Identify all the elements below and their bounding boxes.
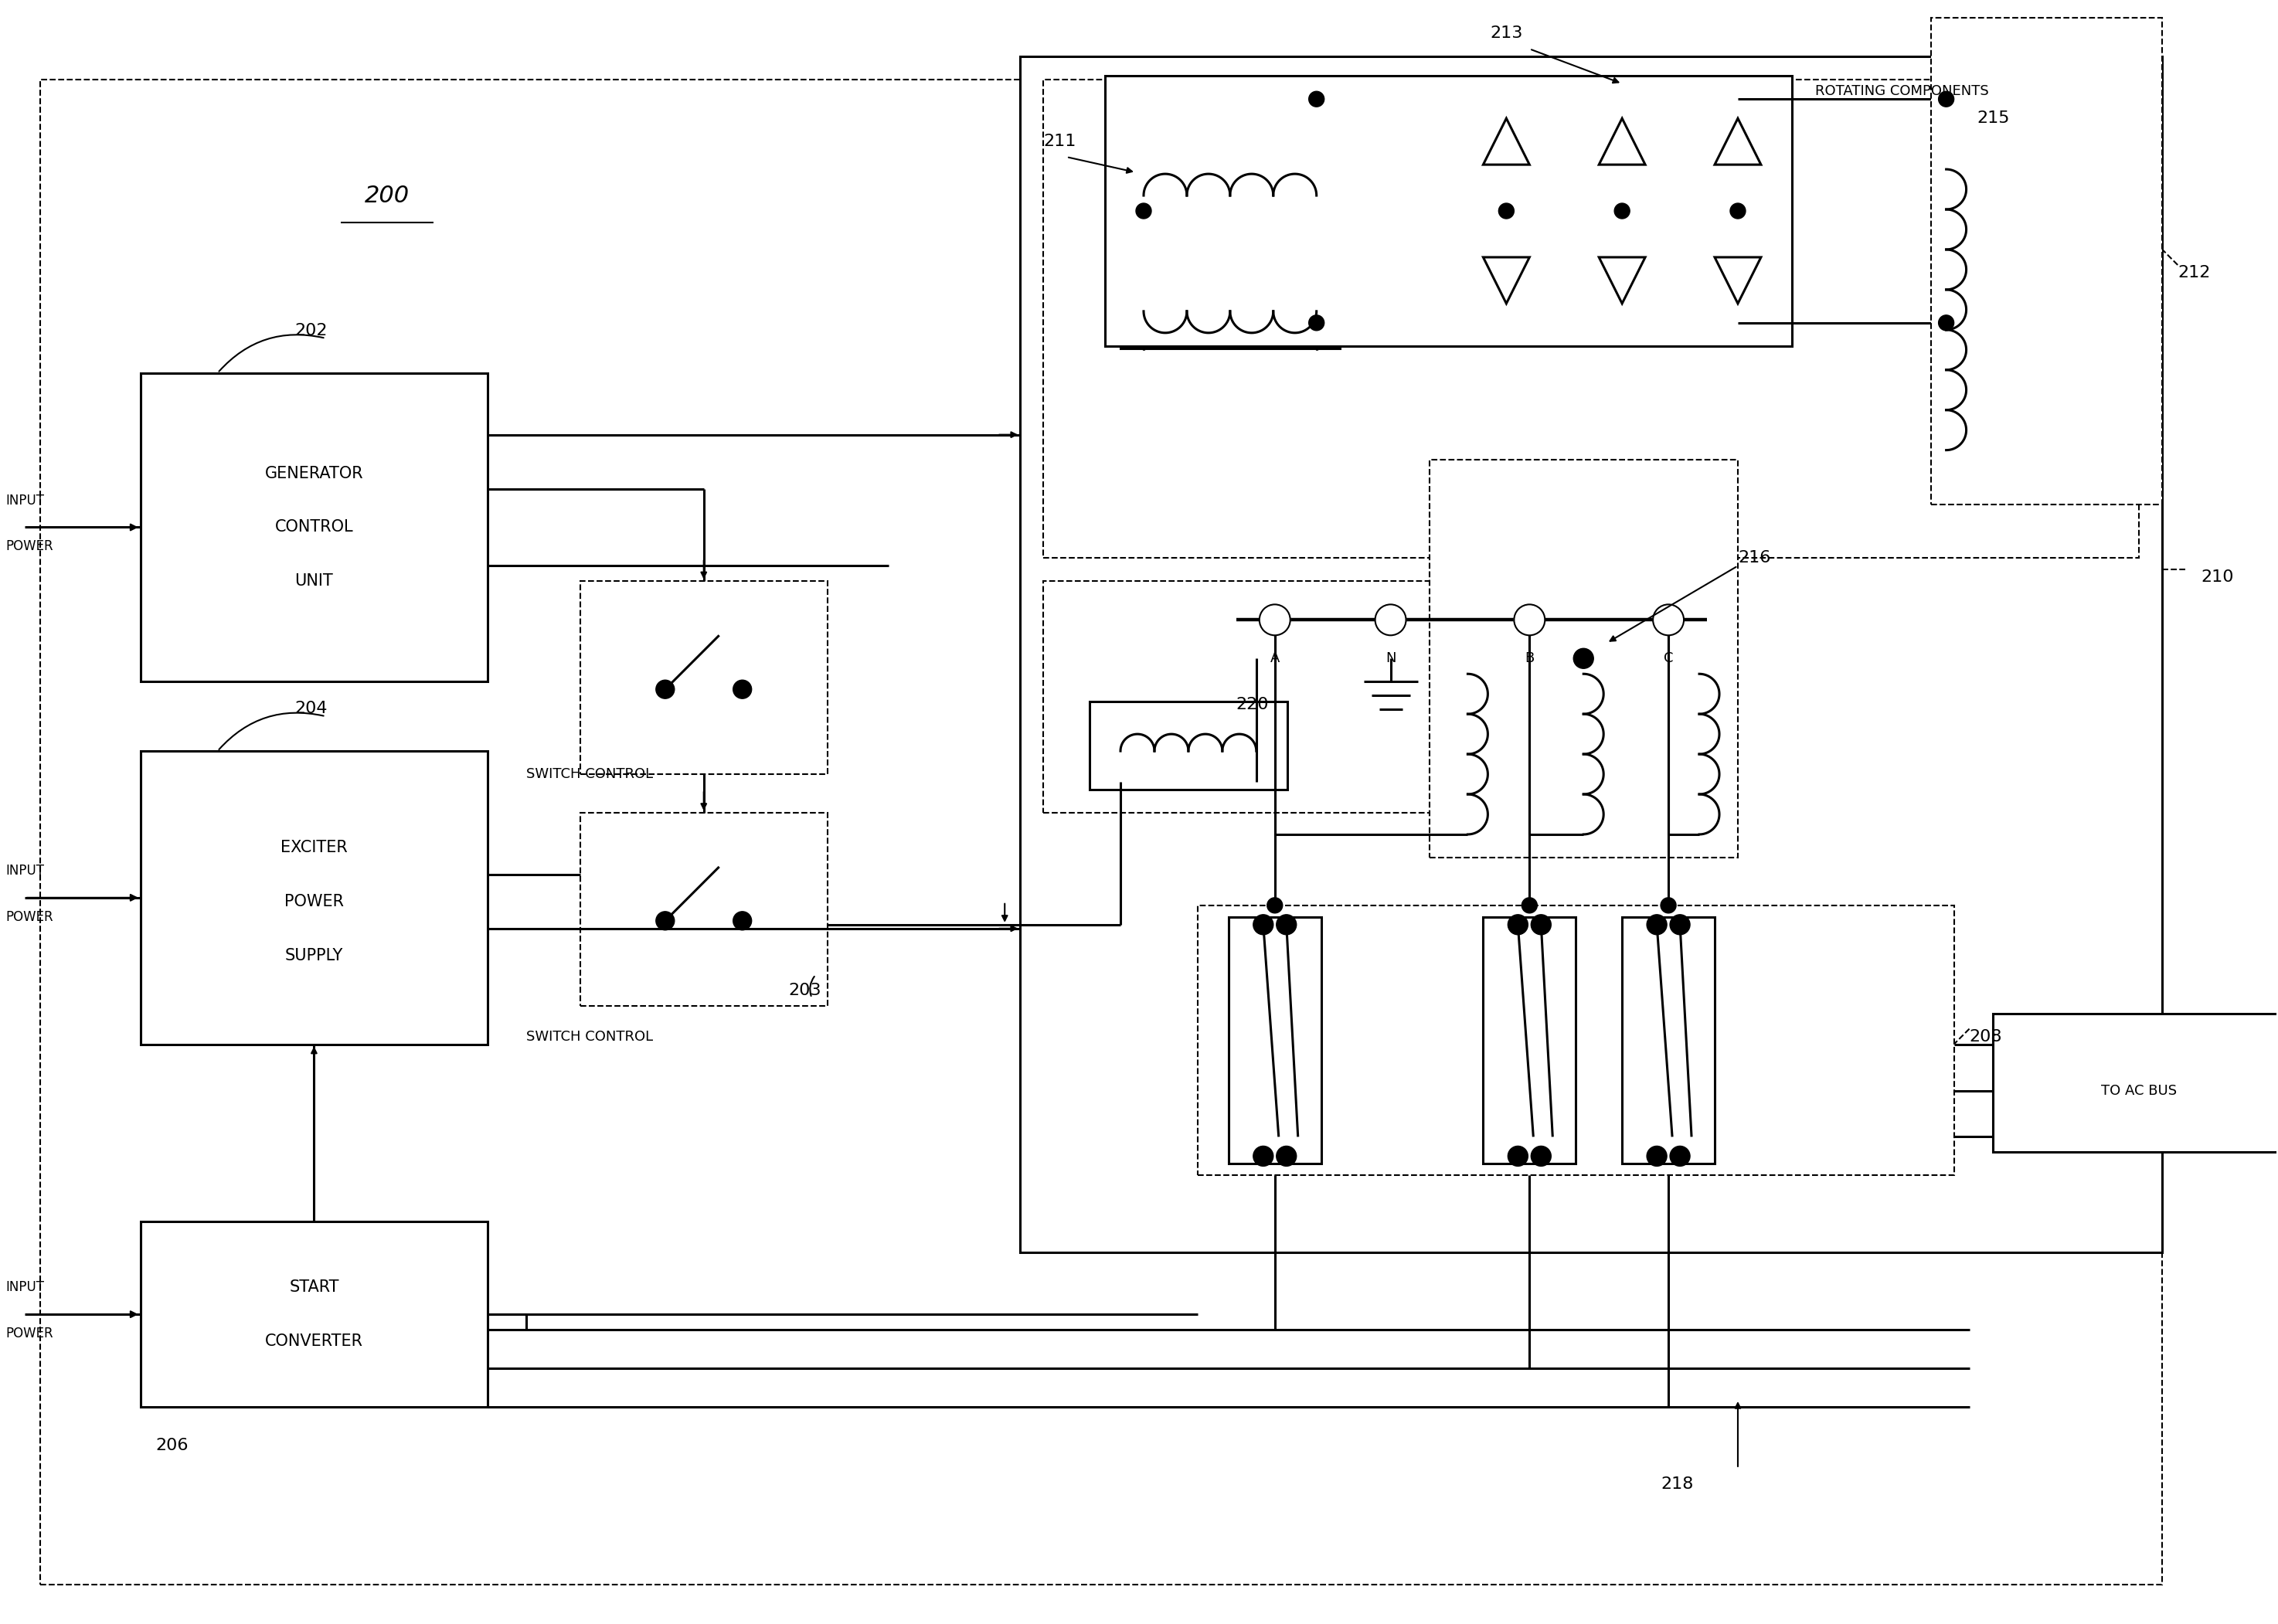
Text: C: C bbox=[1663, 651, 1674, 666]
Bar bbox=[1021, 57, 2162, 1252]
Polygon shape bbox=[1715, 257, 1761, 304]
Text: 211: 211 bbox=[1043, 133, 1075, 149]
Bar bbox=[1043, 581, 1599, 812]
Text: B: B bbox=[1524, 651, 1533, 666]
Text: 208: 208 bbox=[1970, 1028, 2002, 1044]
Circle shape bbox=[1267, 898, 1283, 913]
Text: 204: 204 bbox=[294, 702, 328, 716]
Text: CONVERTER: CONVERTER bbox=[264, 1333, 362, 1350]
Circle shape bbox=[1574, 648, 1595, 669]
Text: POWER: POWER bbox=[5, 539, 52, 554]
Circle shape bbox=[1939, 91, 1955, 107]
Circle shape bbox=[1499, 203, 1515, 219]
Circle shape bbox=[1670, 914, 1690, 935]
Polygon shape bbox=[1715, 119, 1761, 164]
Text: 202: 202 bbox=[294, 323, 328, 338]
Text: 213: 213 bbox=[1490, 26, 1522, 41]
Circle shape bbox=[1260, 604, 1289, 635]
Text: POWER: POWER bbox=[285, 893, 344, 909]
Text: 203: 203 bbox=[788, 983, 822, 999]
Bar bbox=[1089, 702, 1287, 789]
Bar bbox=[1622, 918, 1715, 1164]
Polygon shape bbox=[1483, 257, 1529, 304]
Bar bbox=[1993, 1013, 2278, 1153]
Circle shape bbox=[1670, 1147, 1690, 1166]
Circle shape bbox=[1310, 91, 1324, 107]
Text: CONTROL: CONTROL bbox=[276, 520, 353, 534]
Bar bbox=[1198, 905, 1955, 1176]
Text: 212: 212 bbox=[2178, 265, 2210, 281]
Bar bbox=[1483, 918, 1576, 1164]
Circle shape bbox=[1508, 1147, 1529, 1166]
Circle shape bbox=[1939, 315, 1955, 331]
Circle shape bbox=[1531, 1147, 1551, 1166]
Bar bbox=[141, 374, 487, 682]
Text: INPUT: INPUT bbox=[5, 864, 43, 877]
Circle shape bbox=[1376, 604, 1406, 635]
Bar bbox=[581, 812, 827, 1005]
Circle shape bbox=[1522, 898, 1538, 913]
Text: UNIT: UNIT bbox=[294, 573, 333, 590]
Circle shape bbox=[1508, 914, 1529, 935]
Text: POWER: POWER bbox=[5, 909, 52, 924]
Text: EXCITER: EXCITER bbox=[280, 840, 349, 856]
Text: N: N bbox=[1385, 651, 1396, 666]
Bar bbox=[141, 1221, 487, 1406]
Text: SWITCH CONTROL: SWITCH CONTROL bbox=[526, 767, 654, 781]
Circle shape bbox=[734, 911, 752, 931]
Text: 200: 200 bbox=[364, 184, 410, 206]
Circle shape bbox=[1253, 914, 1273, 935]
Text: 206: 206 bbox=[155, 1437, 189, 1453]
Bar bbox=[1043, 80, 2139, 559]
Circle shape bbox=[1137, 203, 1150, 219]
Bar bbox=[1105, 76, 1793, 346]
Text: A: A bbox=[1271, 651, 1280, 666]
Circle shape bbox=[1310, 315, 1324, 331]
Polygon shape bbox=[1483, 119, 1529, 164]
Text: GENERATOR: GENERATOR bbox=[264, 466, 364, 481]
Bar bbox=[141, 750, 487, 1044]
Circle shape bbox=[1615, 203, 1629, 219]
Circle shape bbox=[1531, 914, 1551, 935]
Circle shape bbox=[1647, 914, 1667, 935]
Circle shape bbox=[1276, 914, 1296, 935]
Circle shape bbox=[1647, 1147, 1667, 1166]
Text: 220: 220 bbox=[1237, 697, 1269, 713]
Circle shape bbox=[656, 680, 674, 698]
Text: POWER: POWER bbox=[5, 1327, 52, 1340]
Bar bbox=[1428, 460, 1738, 857]
Polygon shape bbox=[1599, 257, 1645, 304]
Text: START: START bbox=[289, 1280, 339, 1294]
Circle shape bbox=[1253, 1147, 1273, 1166]
Circle shape bbox=[656, 911, 674, 931]
Text: INPUT: INPUT bbox=[5, 1280, 43, 1294]
Circle shape bbox=[1729, 203, 1745, 219]
Circle shape bbox=[1654, 604, 1683, 635]
Text: 218: 218 bbox=[1661, 1476, 1693, 1492]
Text: 210: 210 bbox=[2201, 570, 2235, 585]
Bar bbox=[1932, 18, 2162, 503]
Circle shape bbox=[1661, 898, 1677, 913]
Bar bbox=[1228, 918, 1321, 1164]
Polygon shape bbox=[1599, 119, 1645, 164]
Text: SWITCH CONTROL: SWITCH CONTROL bbox=[526, 1030, 654, 1044]
Text: INPUT: INPUT bbox=[5, 494, 43, 507]
Circle shape bbox=[1276, 1147, 1296, 1166]
Bar bbox=[1121, 136, 1339, 348]
Text: 215: 215 bbox=[1977, 110, 2009, 127]
Text: TO AC BUS: TO AC BUS bbox=[2100, 1083, 2178, 1098]
Text: 216: 216 bbox=[1738, 551, 1770, 565]
Text: SUPPLY: SUPPLY bbox=[285, 948, 344, 963]
Bar bbox=[581, 581, 827, 775]
Circle shape bbox=[1515, 604, 1544, 635]
Circle shape bbox=[734, 680, 752, 698]
Text: ROTATING COMPONENTS: ROTATING COMPONENTS bbox=[1816, 84, 1989, 99]
